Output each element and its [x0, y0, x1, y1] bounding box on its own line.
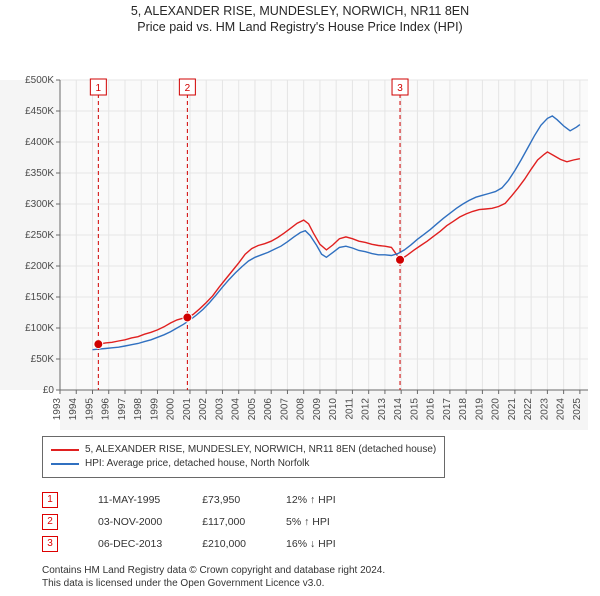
sale-price-3: £210,000 [202, 536, 286, 552]
svg-text:2003: 2003 [214, 398, 225, 421]
info-panel: 5, ALEXANDER RISE, MUNDESLEY, NORWICH, N… [42, 436, 590, 558]
chart-plot-area: £0 £50K £100K £150K £200K £250K £300K £350K £400… [0, 34, 600, 430]
svg-text:£300K: £300K [25, 199, 54, 210]
svg-text:£500K: £500K [25, 75, 54, 86]
sale-delta-3: 16% ↓ HPI [286, 536, 376, 552]
table-row: 3 06-DEC-2013 £210,000 16% ↓ HPI [42, 536, 376, 552]
svg-text:2004: 2004 [231, 398, 242, 421]
title-line-2: Price paid vs. HM Land Registry's House … [0, 20, 600, 34]
svg-text:1996: 1996 [101, 398, 112, 421]
svg-text:2015: 2015 [409, 398, 420, 421]
attribution-footer: Contains HM Land Registry data © Crown c… [42, 564, 590, 590]
legend-row-property: 5, ALEXANDER RISE, MUNDESLEY, NORWICH, N… [51, 443, 436, 457]
svg-text:2024: 2024 [556, 398, 567, 421]
legend-label-property: 5, ALEXANDER RISE, MUNDESLEY, NORWICH, N… [85, 443, 436, 457]
sale-date-1: 11-MAY-1995 [98, 492, 202, 508]
svg-text:£450K: £450K [25, 106, 54, 117]
svg-text:2023: 2023 [539, 398, 550, 421]
sale-price-1: £73,950 [202, 492, 286, 508]
svg-text:2010: 2010 [328, 398, 339, 421]
sale-delta-1: 12% ↑ HPI [286, 492, 376, 508]
svg-text:£0: £0 [43, 385, 55, 396]
legend-box: 5, ALEXANDER RISE, MUNDESLEY, NORWICH, N… [42, 436, 445, 478]
svg-text:2012: 2012 [361, 398, 372, 421]
line-chart-svg: £0 £50K £100K £150K £200K £250K £300K £350K £400… [0, 34, 600, 430]
svg-text:2: 2 [185, 83, 191, 94]
sale-date-3: 06-DEC-2013 [98, 536, 202, 552]
svg-text:2006: 2006 [263, 398, 274, 421]
svg-text:2020: 2020 [491, 398, 502, 421]
footer-line-1: Contains HM Land Registry data © Crown c… [42, 564, 590, 577]
footer-line-2: This data is licensed under the Open Gov… [42, 577, 590, 590]
svg-text:2019: 2019 [474, 398, 485, 421]
svg-text:2018: 2018 [458, 398, 469, 421]
svg-text:£250K: £250K [25, 230, 54, 241]
sale-badge-1: 1 [42, 492, 58, 508]
svg-text:3: 3 [397, 83, 403, 94]
legend-label-hpi: HPI: Average price, detached house, Nort… [85, 457, 309, 471]
sale-date-2: 03-NOV-2000 [98, 514, 202, 530]
svg-text:2011: 2011 [344, 398, 355, 420]
svg-text:1: 1 [96, 83, 102, 94]
svg-text:1995: 1995 [84, 398, 95, 421]
svg-text:2025: 2025 [572, 398, 583, 421]
svg-text:2007: 2007 [279, 398, 290, 421]
sale-badge-2: 2 [42, 514, 58, 530]
legend-row-hpi: HPI: Average price, detached house, Nort… [51, 457, 436, 471]
svg-text:2005: 2005 [247, 398, 258, 421]
svg-text:2002: 2002 [198, 398, 209, 421]
svg-text:£100K: £100K [25, 323, 54, 334]
sales-table: 1 11-MAY-1995 £73,950 12% ↑ HPI 2 03-NOV… [42, 486, 376, 558]
svg-text:1998: 1998 [133, 398, 144, 421]
title-block: 5, ALEXANDER RISE, MUNDESLEY, NORWICH, N… [0, 0, 600, 34]
svg-text:2016: 2016 [426, 398, 437, 421]
legend-swatch-hpi [51, 463, 79, 465]
svg-text:2021: 2021 [507, 398, 518, 421]
sale-delta-2: 5% ↑ HPI [286, 514, 376, 530]
svg-text:£350K: £350K [25, 168, 54, 179]
svg-text:1994: 1994 [68, 398, 79, 421]
svg-text:1997: 1997 [117, 398, 128, 421]
table-row: 1 11-MAY-1995 £73,950 12% ↑ HPI [42, 492, 376, 508]
sale-badge-3: 3 [42, 536, 58, 552]
svg-text:2022: 2022 [523, 398, 534, 421]
sale-price-2: £117,000 [202, 514, 286, 530]
svg-text:1993: 1993 [52, 398, 63, 421]
svg-text:2000: 2000 [166, 398, 177, 421]
svg-text:2001: 2001 [182, 398, 193, 421]
svg-text:£200K: £200K [25, 261, 54, 272]
svg-text:£400K: £400K [25, 137, 54, 148]
svg-text:2013: 2013 [377, 398, 388, 421]
svg-text:1999: 1999 [149, 398, 160, 421]
svg-text:2014: 2014 [393, 398, 404, 421]
title-line-1: 5, ALEXANDER RISE, MUNDESLEY, NORWICH, N… [0, 4, 600, 18]
svg-text:2009: 2009 [312, 398, 323, 421]
svg-text:2017: 2017 [442, 398, 453, 421]
svg-text:£50K: £50K [31, 354, 55, 365]
chart-container: 5, ALEXANDER RISE, MUNDESLEY, NORWICH, N… [0, 0, 600, 590]
table-row: 2 03-NOV-2000 £117,000 5% ↑ HPI [42, 514, 376, 530]
svg-text:£150K: £150K [25, 292, 54, 303]
svg-text:2008: 2008 [296, 398, 307, 421]
legend-swatch-property [51, 449, 79, 451]
